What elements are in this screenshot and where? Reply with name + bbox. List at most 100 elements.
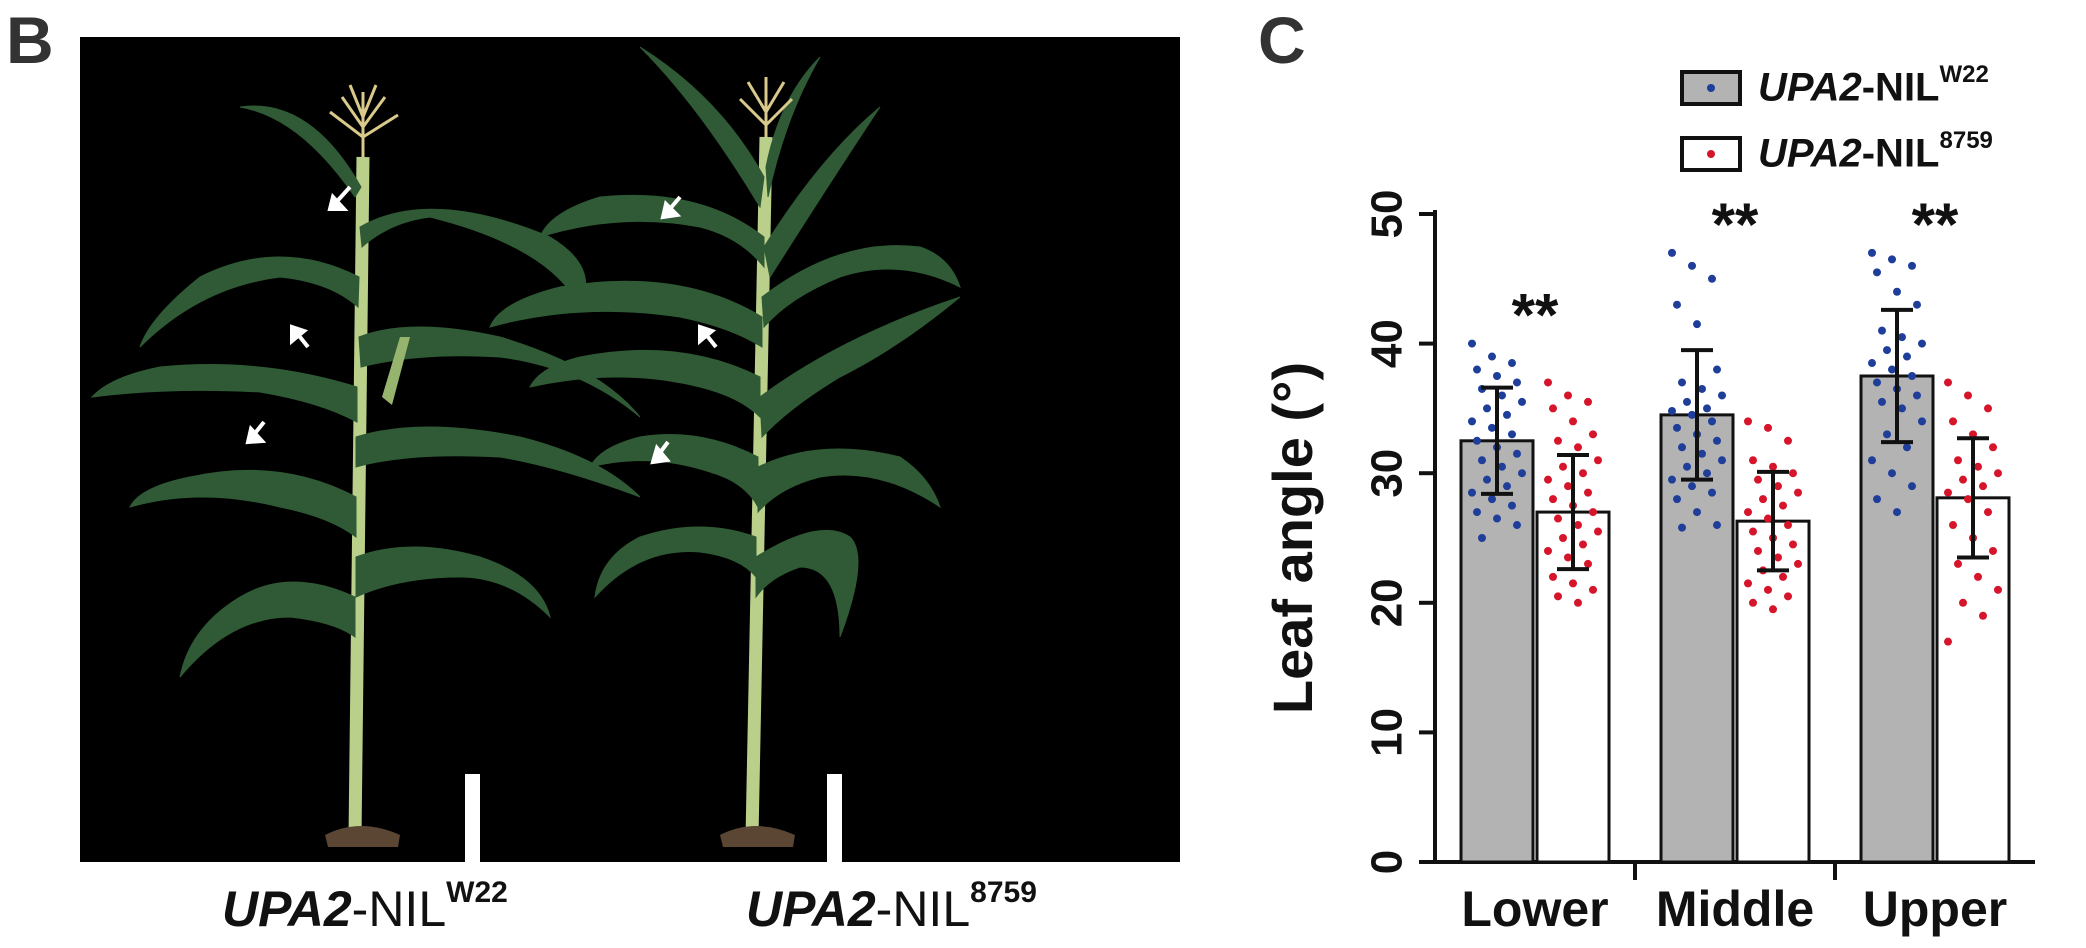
point-series1-lower-3 <box>1549 404 1557 413</box>
point-series1-upper-20 <box>1959 598 1967 607</box>
point-series0-upper-18 <box>1898 404 1906 413</box>
point-series1-upper-7 <box>1974 462 1982 471</box>
point-series0-lower-27 <box>1513 521 1521 530</box>
point-series0-upper-3 <box>1873 268 1881 277</box>
point-series1-lower-29 <box>1574 598 1582 607</box>
point-series0-middle-7 <box>1698 384 1706 393</box>
point-series1-middle-8 <box>1794 488 1802 497</box>
point-series0-middle-26 <box>1693 508 1701 517</box>
point-series0-middle-10 <box>1703 404 1711 413</box>
point-series0-middle-25 <box>1673 495 1681 504</box>
x-tick-label-lower: Lower <box>1461 881 1608 937</box>
point-series0-upper-16 <box>1913 391 1921 400</box>
plant-label-right-gene: UPA2 <box>746 881 876 937</box>
point-series1-upper-22 <box>1944 637 1952 646</box>
arrow-markers <box>245 185 718 465</box>
point-series1-lower-14 <box>1549 495 1557 504</box>
point-series1-upper-5 <box>1989 443 1997 452</box>
plant-label-left: UPA2-NILW22 <box>222 876 508 938</box>
legend-sup-8759: 8759 <box>1939 127 1993 155</box>
point-series1-middle-25 <box>1749 598 1757 607</box>
y-tick-label-50: 50 <box>1363 190 1412 239</box>
point-series0-middle-14 <box>1673 423 1681 432</box>
point-series0-middle-0 <box>1668 248 1676 257</box>
y-tick-label-30: 30 <box>1363 449 1412 498</box>
point-series0-upper-24 <box>1908 482 1916 491</box>
point-series1-upper-9 <box>1959 475 1967 484</box>
point-series1-lower-7 <box>1574 443 1582 452</box>
point-series0-upper-4 <box>1893 287 1901 296</box>
legend-gene-8759: UPA2 <box>1758 131 1862 176</box>
point-series0-upper-19 <box>1918 417 1926 426</box>
point-series0-upper-20 <box>1883 430 1891 439</box>
point-series1-lower-16 <box>1589 508 1597 517</box>
point-series0-lower-0 <box>1468 339 1476 348</box>
point-series1-lower-6 <box>1554 436 1562 445</box>
point-series1-upper-16 <box>1989 546 1997 555</box>
point-series0-middle-4 <box>1693 320 1701 329</box>
legend-label-w22: UPA2-NILW22 <box>1758 61 1989 110</box>
point-series1-middle-24 <box>1784 592 1792 601</box>
point-series1-lower-4 <box>1569 417 1577 426</box>
point-series0-lower-7 <box>1498 391 1506 400</box>
plant-label-left-suffix: -NIL <box>351 881 447 937</box>
point-series0-upper-5 <box>1913 300 1921 309</box>
point-series1-middle-18 <box>1774 553 1782 562</box>
plant-label-left-sup: W22 <box>446 876 508 910</box>
point-series1-upper-1 <box>1964 391 1972 400</box>
point-series0-lower-2 <box>1508 359 1516 368</box>
point-series1-middle-9 <box>1759 495 1767 504</box>
point-series0-upper-14 <box>1873 378 1881 387</box>
point-series0-lower-13 <box>1508 430 1516 439</box>
y-axis-title: Leaf angle (°) <box>1261 362 1324 714</box>
point-series1-lower-11 <box>1544 475 1552 484</box>
scale-bar-left <box>465 774 480 864</box>
legend-sup-w22: W22 <box>1939 61 1989 89</box>
panel-letter-b: B <box>6 3 54 77</box>
point-series0-upper-0 <box>1868 248 1876 257</box>
point-series0-middle-2 <box>1708 274 1716 283</box>
point-series0-upper-10 <box>1903 352 1911 361</box>
legend-label-8759: UPA2-NIL8759 <box>1758 127 1993 176</box>
point-series1-upper-14 <box>1949 521 1957 530</box>
point-series1-middle-26 <box>1769 605 1777 614</box>
point-series1-upper-11 <box>1944 488 1952 497</box>
point-series1-lower-26 <box>1569 579 1577 588</box>
point-series1-middle-3 <box>1749 456 1757 465</box>
point-series0-lower-21 <box>1503 482 1511 491</box>
point-series1-middle-2 <box>1784 436 1792 445</box>
point-series1-lower-1 <box>1564 391 1572 400</box>
point-series0-upper-6 <box>1878 326 1886 335</box>
point-series0-middle-1 <box>1688 261 1696 270</box>
point-series1-middle-16 <box>1789 540 1797 549</box>
point-series0-middle-6 <box>1678 378 1686 387</box>
point-series0-lower-8 <box>1518 397 1526 406</box>
point-series1-lower-25 <box>1549 572 1557 581</box>
point-series0-lower-23 <box>1488 495 1496 504</box>
plant-photo-svg <box>90 46 961 864</box>
point-series1-middle-5 <box>1789 469 1797 478</box>
point-series0-middle-24 <box>1708 488 1716 497</box>
point-series1-lower-19 <box>1594 527 1602 536</box>
point-series1-lower-12 <box>1564 482 1572 491</box>
point-series0-upper-8 <box>1918 339 1926 348</box>
point-series0-upper-7 <box>1898 333 1906 342</box>
chart-bars <box>1459 374 2011 864</box>
point-series1-middle-10 <box>1779 501 1787 510</box>
point-series1-upper-18 <box>1974 572 1982 581</box>
point-series1-middle-19 <box>1794 559 1802 568</box>
point-series0-middle-18 <box>1698 449 1706 458</box>
point-series0-lower-20 <box>1483 475 1491 484</box>
point-series1-lower-10 <box>1579 469 1587 478</box>
point-series0-lower-17 <box>1478 456 1486 465</box>
point-series1-upper-19 <box>1994 585 2002 594</box>
plant-label-right: UPA2-NIL8759 <box>746 876 1037 938</box>
point-series0-lower-28 <box>1478 534 1486 542</box>
bar-series0-lower <box>1459 439 1535 864</box>
point-series0-middle-16 <box>1713 436 1721 445</box>
legend-item-w22: UPA2-NILW22 <box>1680 55 1993 121</box>
point-series0-lower-24 <box>1508 501 1516 510</box>
point-series1-lower-27 <box>1589 585 1597 594</box>
point-series0-middle-11 <box>1668 406 1676 415</box>
leaf-angle-chart: 0 10 20 30 40 50 Leaf angle (°) Lower Middle Uppe… <box>1261 190 2035 937</box>
